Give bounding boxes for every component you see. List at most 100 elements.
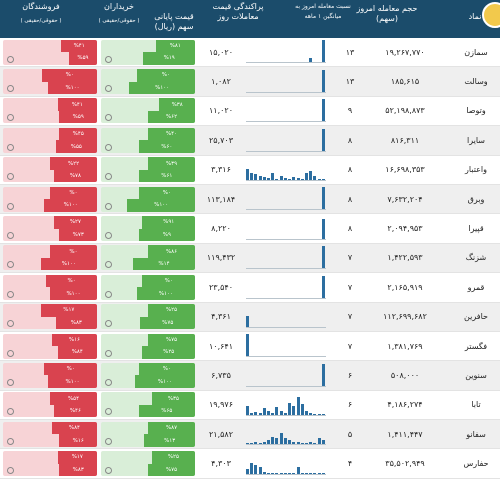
table-row[interactable]: سنوین ۵۰۸,۰۰۰ ۶ ۶,۷۳۵ %۰ %۱۰۰ %۰ %۱۰۰ <box>0 361 500 391</box>
row-symbol[interactable]: سمازن <box>464 47 488 57</box>
spread-bar <box>309 58 313 63</box>
sellers-bottom-strip: %۸۳ <box>3 316 97 330</box>
header-spread: پراکندگی قیمت معاملات روز <box>212 2 264 21</box>
table-row[interactable]: سمازن ۱۹,۲۶۷,۷۷۰ ۱۳ ۱۵,۰۲۰ %۸۱ %۱۹ %۴۱ %۵۹ <box>0 38 500 68</box>
buyers-bottom-bar: %۶۲ <box>148 110 195 124</box>
spread-bar <box>321 40 325 63</box>
buyers-top-strip: %۳۸ <box>101 98 195 111</box>
person-icon <box>7 349 14 357</box>
spread-bar <box>292 406 296 416</box>
row-symbol[interactable]: وسالت <box>464 77 488 87</box>
spread-bar <box>321 69 325 92</box>
header-close: قیمت پایانی سهم (ریال) <box>154 12 194 31</box>
buyers-bottom-bar: %۱۰۰ <box>136 287 195 300</box>
sellers-panel: %۴۵ %۵۵ <box>3 127 97 153</box>
spread-bar <box>267 440 271 445</box>
spread-bar <box>279 410 283 416</box>
buyers-bottom-strip: %۱۹ <box>101 52 195 65</box>
row-symbol[interactable]: سایرا <box>467 135 486 145</box>
buyers-bottom-strip: %۶۱ <box>101 169 195 183</box>
header-volume: حجم معامله امروز (سهم) <box>356 4 418 23</box>
table-row[interactable]: حافرین ۱۱۲,۶۹۹,۶۸۲ ۷ ۴,۳۶۱ %۲۵ %۷۵ %۱۷ %۸۳ <box>0 302 500 332</box>
price-spread-sparkline <box>246 128 326 152</box>
sellers-panel: %۰ %۱۰۰ <box>3 245 97 271</box>
table-row[interactable]: شزنگ ۱,۴۲۲,۵۹۳ ۷ ۱۱۹,۴۳۲ %۸۶ %۱۴ %۰ %۱۰۰ <box>0 243 500 274</box>
buyers-top-strip: %۸۶ <box>101 245 195 258</box>
sellers-cell: %۰ %۱۰۰ <box>2 361 98 389</box>
row-symbol[interactable]: حافرین <box>464 312 488 322</box>
buyers-bottom-bar: %۱۰۰ <box>127 199 195 212</box>
row-close-price: ۸,۲۲۰ <box>211 224 231 234</box>
row-close-price: ۴,۳۰۳ <box>211 459 231 469</box>
spread-bar <box>283 472 287 474</box>
person-icon <box>7 290 14 298</box>
spread-bar <box>300 178 304 180</box>
buyers-bottom-strip: %۱۰۰ <box>101 81 195 95</box>
sellers-cell: %۸۴ %۱۶ <box>2 420 98 448</box>
price-spread-cell <box>242 67 326 95</box>
buyers-bottom-bar: %۱۰۰ <box>134 375 195 388</box>
row-ratio: ۴ <box>347 459 353 469</box>
buyers-cell: %۸۱ %۱۹ <box>98 38 198 66</box>
buyers-panel: %۳۸ %۶۲ <box>101 98 195 124</box>
sellers-top-bar: %۲۷ <box>53 216 97 229</box>
row-symbol[interactable]: حفارس <box>463 459 489 469</box>
buyers-cell: %۰ %۱۰۰ <box>98 273 198 301</box>
row-symbol[interactable]: تابا <box>471 400 481 410</box>
row-close-price: ۲۵,۷۰۳ <box>208 135 234 145</box>
sellers-bottom-strip: %۱۰۰ <box>3 257 97 271</box>
row-ratio: ۷ <box>347 282 353 292</box>
person-icon <box>105 114 112 122</box>
table-row[interactable]: سایرا ۸۱۶,۳۱۱ ۸ ۲۵,۷۰۳ %۴۰ %۶۰ %۴۵ %۵۵ <box>0 126 500 156</box>
row-symbol[interactable]: واعتبار <box>465 165 487 175</box>
price-spread-sparkline <box>246 98 326 123</box>
sellers-bottom-bar: %۱۰۰ <box>40 257 97 271</box>
row-symbol[interactable]: وبرق <box>467 194 485 204</box>
price-spread-cell <box>242 361 326 389</box>
buyers-cell: %۲۵ %۷۵ <box>98 449 198 477</box>
spread-bar <box>304 443 308 445</box>
price-spread-cell <box>242 156 326 184</box>
spread-bar <box>309 171 313 180</box>
table-row[interactable]: وتوصا ۵۲,۱۹۸,۸۷۳ ۹ ۱۱,۰۲۰ %۳۸ %۶۲ %۴۱ %۵۹ <box>0 97 500 127</box>
row-ratio: ۷ <box>347 341 353 351</box>
row-symbol[interactable]: وتوصا <box>466 106 486 116</box>
row-ratio: ۸ <box>347 224 353 234</box>
spread-bar <box>275 472 279 474</box>
spread-bar <box>313 443 317 445</box>
table-row[interactable]: واعتبار ۱۶,۶۹۸,۳۵۳ ۸ ۳,۳۱۶ %۳۹ %۶۱ %۲۲ %۷۸ <box>0 156 500 185</box>
buyers-panel: %۸۱ %۱۹ <box>101 39 195 65</box>
row-symbol[interactable]: قپیرا <box>468 224 484 234</box>
row-symbol[interactable]: قمرو <box>467 282 485 292</box>
row-close-price: ۲۳,۵۴۰ <box>208 282 234 292</box>
sellers-bottom-bar: %۷۳ <box>59 228 97 242</box>
spread-bar <box>275 407 279 416</box>
table-row[interactable]: تابا ۴,۱۸۶,۲۷۴ ۶ ۱۹,۹۷۶ %۳۵ %۶۵ %۵۴ %۴۶ <box>0 391 500 421</box>
table-row[interactable]: قمرو ۲,۱۶۵,۹۱۹ ۷ ۲۳,۵۴۰ %۰ %۱۰۰ %۰ %۱۰۰ <box>0 273 500 303</box>
spread-bar <box>258 467 262 474</box>
table-row[interactable]: قپیرا ۲,۰۹۴,۹۵۳ ۸ ۸,۲۲۰ %۹۱ %۹ %۲۷ %۷۳ <box>0 214 500 244</box>
row-symbol[interactable]: فگستر <box>464 341 488 351</box>
table-row[interactable]: فگستر ۱,۳۸۱,۷۶۹ ۷ ۱۰,۶۴۱ %۷۵ %۲۵ %۱۶ %۸۴ <box>0 332 500 362</box>
buyers-panel: %۴۰ %۶۰ <box>101 127 195 153</box>
spread-bar <box>321 363 325 386</box>
sellers-top-bar: %۸۴ <box>51 421 97 435</box>
spread-bar <box>279 433 283 445</box>
table-row[interactable]: وبرق ۷,۶۳۲,۲۰۴ ۸ ۱۱۳,۱۸۴ %۰ %۱۰۰ %۰ %۱۰۰ <box>0 184 500 215</box>
buyers-cell: %۰ %۱۰۰ <box>98 67 198 95</box>
sellers-top-bar: %۴۱ <box>61 39 97 53</box>
row-symbol[interactable]: شزنگ <box>465 253 487 263</box>
table-row[interactable]: وسالت ۱۸۵,۶۱۵ ۱۳ ۱,۰۸۲ %۰ %۱۰۰ %۰ %۱۰۰ <box>0 67 500 97</box>
table-body: سمازن ۱۹,۲۶۷,۷۷۰ ۱۳ ۱۵,۰۲۰ %۸۱ %۱۹ %۴۱ %۵۹ وسالت… <box>0 38 500 479</box>
row-ratio: ۷ <box>347 253 353 263</box>
table-row[interactable]: حفارس ۳۵,۵۰۲,۹۴۹ ۴ ۴,۳۰۳ %۲۵ %۷۵ %۱۷ %۸۳ <box>0 449 500 479</box>
buyers-cell: %۹۱ %۹ <box>98 214 198 242</box>
row-symbol[interactable]: سفانو <box>466 429 486 439</box>
buyers-panel: %۹۱ %۹ <box>101 216 195 242</box>
table-row[interactable]: سفانو ۱,۴۱۱,۴۴۷ ۵ ۲۱,۵۸۲ %۸۷ %۱۳ %۸۴ %۱۶ <box>0 420 500 450</box>
sellers-panel: %۱۷ %۸۳ <box>3 451 97 477</box>
buyers-bottom-bar: %۱۹ <box>143 52 195 65</box>
sellers-panel: %۰ %۱۰۰ <box>3 186 97 212</box>
person-icon <box>7 114 14 122</box>
row-symbol[interactable]: سنوین <box>465 370 487 380</box>
